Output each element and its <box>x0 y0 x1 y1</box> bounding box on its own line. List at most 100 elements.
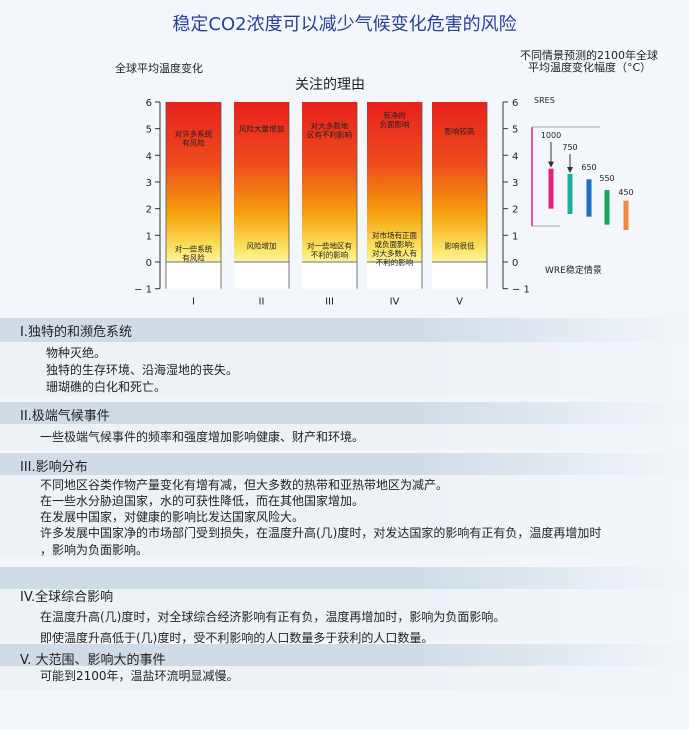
bar-category-label: III <box>325 297 334 308</box>
section-title: III.影响分布 <box>20 460 88 475</box>
sres-label: SRES <box>534 96 555 105</box>
bar-bottom-label: 对一些系统 <box>175 243 213 253</box>
bar-base <box>166 262 221 289</box>
right-tick-label: 3 <box>512 178 518 189</box>
right-tick-label: 1 <box>512 231 518 242</box>
scenario-range-bar <box>586 179 592 217</box>
chart-center-title: 关注的理由 <box>295 77 365 93</box>
right-tick-label: 6 <box>512 98 518 109</box>
right-title-line1: 不同情景预测的2100年全球 <box>520 49 658 62</box>
left-tick-label: 5 <box>146 125 152 136</box>
section-item: 在温度升高(几)度时，对全球综合经济影响有正有负，温度再增加时，影响为负面影响。 <box>40 610 506 624</box>
left-y-axis: 6 5 4 3 2 1 0 − 1 <box>134 98 161 296</box>
right-tick-label: 2 <box>512 205 518 216</box>
row-band <box>0 589 689 641</box>
scenario-range-bar <box>623 200 629 230</box>
section-item: 独特的生存环境、沿海湿地的丧失。 <box>46 363 239 377</box>
page-title: 稳定CO2浓度可以减少气候变化危害的风险 <box>172 14 517 35</box>
row-band <box>0 666 689 690</box>
bars-group: 对许多系统有风险对一些系统有风险I风险大量增加风险增加II对大多数地区有不利影响… <box>165 101 488 308</box>
section-item: 可能到2100年，温盐环流明显减慢。 <box>40 669 239 683</box>
arrow-head-icon <box>567 166 573 173</box>
arrow-head-icon <box>548 161 554 168</box>
section-title: IV.全球综合影响 <box>20 590 114 605</box>
bar-top-label: 有净的 <box>383 110 406 120</box>
left-tick-label: − 1 <box>134 285 152 296</box>
section-item: 在发展中国家，对健康的影响比发达国家风险大。 <box>40 510 305 524</box>
impact-bar <box>432 101 487 262</box>
left-tick-label: 2 <box>146 205 152 216</box>
right-tick-label: 0 <box>512 258 518 269</box>
section-item: 物种灭绝。 <box>46 346 107 360</box>
left-tick-label: 0 <box>146 258 152 269</box>
bar-bottom-label: 有风险 <box>182 252 205 262</box>
section-title: V. 大范围、影响大的事件 <box>20 653 166 668</box>
impact-bar <box>302 101 357 262</box>
bar-bottom-label: 不利的影响 <box>376 257 414 267</box>
wre-label: WRE稳定情景 <box>545 264 602 276</box>
row-band <box>0 644 689 666</box>
bar-top-label: 对许多系统 <box>175 129 213 139</box>
row-band <box>0 402 689 424</box>
section-item: 不同地区谷类作物产量变化有增有减，但大多数的热带和亚热带地区为减产。 <box>40 478 449 492</box>
section-item: 珊瑚礁的白化和死亡。 <box>46 380 167 394</box>
section-item: ，影响为负面影响。 <box>40 543 149 557</box>
right-chart-title: 不同情景预测的2100年全球 平均温度变化幅度（°C） <box>520 50 658 74</box>
impact-bar <box>234 101 289 262</box>
scenario-label: 750 <box>562 143 577 152</box>
bar-category-label: I <box>192 297 195 308</box>
right-tick-label: − 1 <box>512 285 530 296</box>
row-band <box>0 453 689 475</box>
row-band <box>0 318 689 342</box>
bar-base <box>432 262 487 289</box>
bar-category-label: II <box>259 297 265 308</box>
left-tick-label: 3 <box>146 178 152 189</box>
bar-bottom-label: 对市场有正面 <box>372 230 417 240</box>
left-tick-label: 1 <box>146 231 152 242</box>
section-title: II.极端气候事件 <box>20 409 110 424</box>
scenario-label: 650 <box>581 163 596 172</box>
left-axis-caption: 全球平均温度变化 <box>115 62 203 75</box>
right-title-line2: 平均温度变化幅度（°C） <box>528 61 652 74</box>
bar-bottom-label: 对一些地区有 <box>307 241 352 251</box>
bar-bottom-label: 风险增加 <box>247 241 277 251</box>
bar-top-label: 影响较高 <box>445 126 475 136</box>
section-item: 许多发展中国家净的市场部门受到损失，在温度升高(几)度时，对发达国家的影响有正有… <box>40 526 602 540</box>
bar-bottom-label: 影响很低 <box>445 241 475 251</box>
bar-top-label: 有风险 <box>182 138 205 148</box>
scenario-label: 1000 <box>541 131 561 140</box>
section-item: 在一些水分胁迫国家，水的可获性降低，而在其他国家增加。 <box>40 494 365 508</box>
bar-category-label: V <box>456 297 463 308</box>
bar-category-label: IV <box>390 297 400 308</box>
section-item: 即使温度升高低于(几)度时，受不利影响的人口数量多于获利的人口数量。 <box>40 631 434 645</box>
section-item: 一些极端气候事件的频率和强度增加影响健康、财产和环境。 <box>40 430 365 444</box>
bar-base <box>367 262 422 289</box>
bar-bottom-label: 不利的影响 <box>311 250 349 260</box>
bar-bottom-label: 对大多数人有 <box>372 248 417 258</box>
right-tick-label: 5 <box>512 125 518 136</box>
bar-top-label: 对大多数地 <box>311 121 349 131</box>
impact-bar <box>166 101 221 262</box>
scenario-range-bar <box>548 168 554 209</box>
right-y-axis: 6 5 4 3 2 1 0 − 1 <box>502 98 530 296</box>
scenario-label: 450 <box>618 188 633 197</box>
right-tick-label: 4 <box>512 151 518 162</box>
scenario-range-bar <box>604 189 610 225</box>
left-tick-label: 4 <box>146 151 152 162</box>
bar-top-label: 风险大量增加 <box>239 123 284 133</box>
scenario-range-bar <box>567 173 573 214</box>
row-band <box>0 342 689 396</box>
bar-top-label: 区有不利影响 <box>307 130 352 140</box>
section-title: I.独特的和濒危系统 <box>20 325 132 340</box>
left-tick-label: 6 <box>146 98 152 109</box>
bar-base <box>302 262 357 289</box>
impact-bar <box>367 101 422 262</box>
row-band <box>0 475 689 557</box>
row-band <box>0 567 689 589</box>
bar-base <box>234 262 289 289</box>
bar-top-label: 负面影响 <box>380 119 410 129</box>
scenario-label: 550 <box>599 174 614 183</box>
row-band <box>0 424 689 450</box>
